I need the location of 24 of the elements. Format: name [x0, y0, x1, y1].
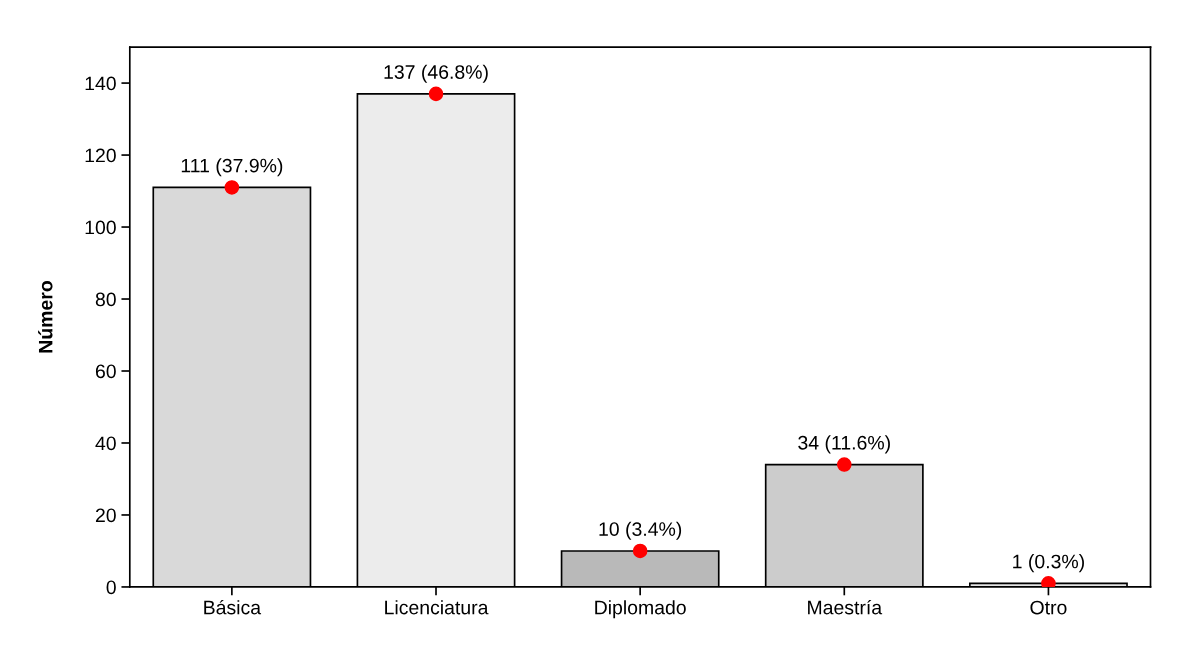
y-tick-label: 60 [95, 364, 116, 379]
x-tick-label: Otro [1030, 600, 1067, 615]
x-tick-label: Licenciatura [385, 600, 489, 615]
point [1041, 576, 1056, 587]
point [632, 543, 648, 559]
data-label: 34 (11.6%) [798, 435, 890, 454]
x-tick-label: Maestría [808, 599, 883, 615]
y-tick-label: 80 [95, 292, 116, 307]
point [224, 180, 240, 195]
data-label: 137 (46.8%) [384, 64, 488, 83]
y-tick-label: 20 [95, 508, 116, 523]
y-tick-label: 120 [85, 148, 116, 163]
y-axis-title: Número [38, 281, 53, 353]
y-tick-label: 40 [95, 436, 116, 451]
data-label: 10 (3.4%) [599, 521, 682, 540]
data-label: 111 (37.9%) [181, 158, 283, 177]
y-tick-label: 140 [85, 76, 116, 91]
y-tick-label: 0 [106, 580, 116, 595]
x-tick-label: Básica [204, 599, 262, 615]
data-label: 1 (0.3%) [1013, 554, 1084, 573]
point [428, 86, 444, 102]
y-tick-label: 100 [85, 220, 116, 235]
point [837, 457, 852, 472]
x-tick-label: Diplomado [595, 600, 686, 619]
